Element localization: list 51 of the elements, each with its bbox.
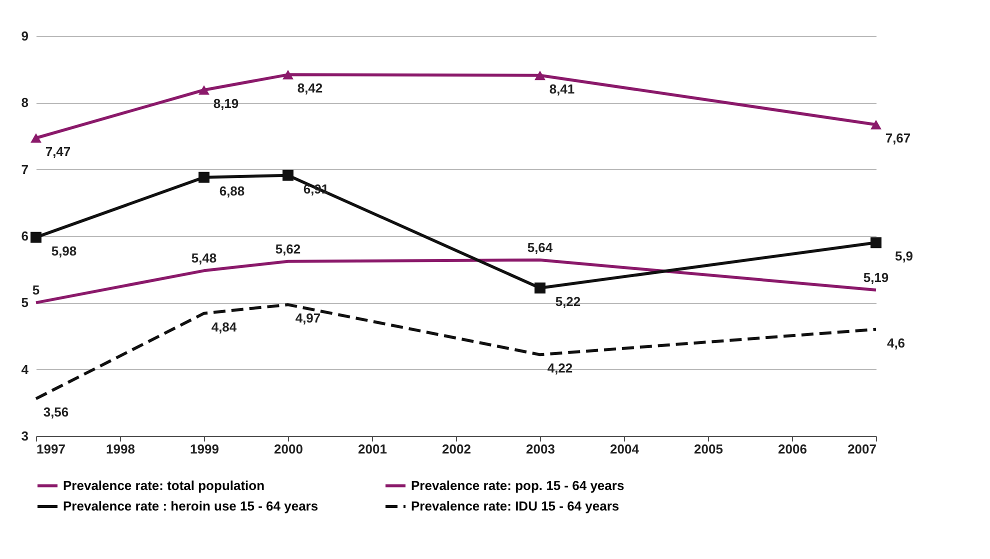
data-label: 5,9	[894, 248, 914, 264]
y-tick-label: 7	[21, 162, 28, 177]
legend-label: Prevalence rate: total population	[63, 478, 265, 493]
point	[870, 120, 882, 130]
data-label: 7,67	[885, 130, 911, 146]
x-tick-label: 2001	[358, 442, 387, 456]
data-label: 4,22	[547, 360, 573, 376]
x-tick-label: 2004	[610, 442, 640, 456]
point	[30, 232, 42, 243]
y-tick-label: 9	[21, 28, 28, 44]
data-label: 4,97	[295, 310, 321, 326]
point	[282, 70, 294, 80]
x-tick-label: 2003	[526, 442, 555, 456]
point	[198, 85, 210, 95]
point	[30, 133, 42, 143]
x-tick-label: 2000	[274, 442, 303, 456]
data-label: 4,84	[211, 319, 238, 334]
data-label: 3,56	[43, 404, 69, 420]
x-tick-label: 2006	[778, 442, 807, 456]
data-label: 5,19	[863, 270, 889, 285]
data-label: 4,6	[886, 335, 906, 350]
point	[198, 172, 210, 183]
data-label: 8,41	[549, 81, 575, 96]
data-label: 5	[32, 282, 40, 298]
data-label: 5,62	[275, 241, 301, 256]
legend-label: Prevalence rate: pop. 15 - 64 years	[411, 478, 624, 493]
data-label: 8,19	[213, 96, 239, 111]
y-tick-label: 6	[21, 228, 28, 244]
data-label: 5,98	[51, 243, 77, 258]
y-tick-label: 5	[21, 295, 28, 310]
y-tick-label: 4	[21, 362, 30, 377]
data-label: 8,42	[297, 80, 323, 96]
x-tick-label: 1999	[190, 442, 219, 456]
y-tick-label: 3	[21, 428, 28, 444]
data-label: 5,64	[527, 240, 554, 255]
x-tick-label: 2007	[848, 442, 876, 456]
point	[534, 282, 546, 294]
data-label: 6,88	[219, 183, 245, 198]
x-tick-label: 1998	[106, 442, 135, 456]
y-tick-label: 8	[21, 95, 28, 110]
point	[282, 170, 294, 181]
data-label: 5,22	[555, 294, 581, 309]
legend-label: Prevalence rate: IDU 15 - 64 years	[411, 498, 620, 514]
x-tick-label: 2002	[442, 442, 471, 456]
x-tick-label: 2005	[694, 442, 723, 456]
point	[870, 237, 882, 248]
point	[534, 70, 546, 80]
x-tick-label: 1997	[36, 442, 66, 456]
data-label: 7,47	[45, 144, 71, 159]
data-label: 5,48	[191, 250, 217, 266]
legend-label: Prevalence rate : heroin use 15 - 64 years	[63, 498, 318, 514]
